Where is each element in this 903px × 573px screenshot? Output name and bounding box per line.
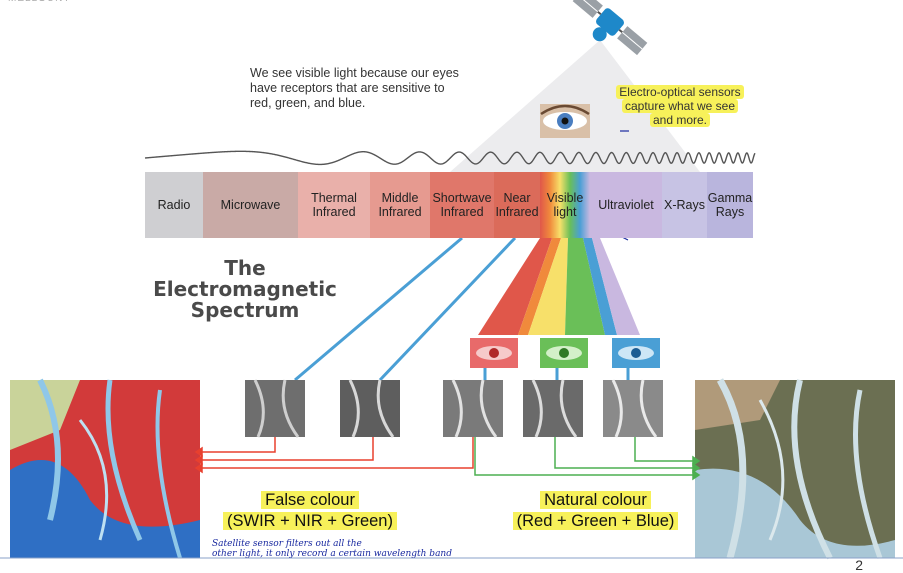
band-x-rays: X-Rays [662,172,707,238]
band-image-1 [245,379,305,438]
false-colour-image [10,378,200,559]
natural-colour-arrows [474,437,701,481]
ray-shortwave [294,236,463,382]
sensor-note-line-2: capture what we see [621,99,739,113]
band-visible-light: Visible light [540,172,590,238]
band-image-5 [603,379,663,438]
blue-eye-icon [612,338,660,368]
band-microwave: Microwave [203,172,298,238]
red-eye-icon [470,338,518,368]
band-ultraviolet: Ultraviolet [590,172,662,238]
title-line-3: Spectrum [190,298,300,322]
satellite-icon [572,0,648,56]
diagram-title: The Electromagnetic Spectrum [145,258,345,321]
title-line-1: The [224,256,266,280]
human-eye-icon [540,104,590,138]
natural-colour-title: Natural colour [540,491,651,509]
page-number: 2 [855,557,863,573]
false-colour-title: False colour [261,491,359,509]
false-colour-formula: (SWIR + NIR + Green) [223,512,397,530]
band-radio: Radio [145,172,203,238]
natural-colour-label: Natural colour (Red + Green + Blue) [493,490,698,532]
band-shortwave-infrared: Shortwave Infrared [430,172,494,238]
band-near-infrared: Near Infrared [494,172,540,238]
sensor-note-line-3: and more. [649,113,711,127]
false-colour-arrows [194,437,474,474]
header-fragment: MELLOUNT [8,0,70,4]
band-image-3 [443,379,503,438]
em-wave-line [144,150,756,166]
band-image-4 [523,379,583,438]
natural-colour-image [695,378,895,560]
handwritten-note: Satellite sensor filters out all the oth… [212,539,532,559]
green-eye-icon [540,338,588,368]
false-colour-label: False colour (SWIR + NIR + Green) [205,490,415,532]
ray-near [378,236,517,382]
sensor-note: Electro-optical sensors capture what we … [600,85,760,127]
band-thermal-infrared: Thermal Infrared [298,172,370,238]
handwritten-note-line-2: other light, it only record a certain wa… [212,549,452,559]
band-image-2 [340,379,400,438]
title-line-2: Electromagnetic [153,277,337,301]
natural-colour-formula: (Red + Green + Blue) [512,512,679,530]
band-gamma-rays: Gamma Rays [707,172,753,238]
intro-text: We see visible light because our eyes ha… [250,66,459,110]
handwritten-note-line-1: Satellite sensor filters out all the [212,539,362,549]
visible-spectrum-fan [478,238,640,335]
sensor-note-line-1: Electro-optical sensors [616,85,744,99]
band-middle-infrared: Middle Infrared [370,172,430,238]
